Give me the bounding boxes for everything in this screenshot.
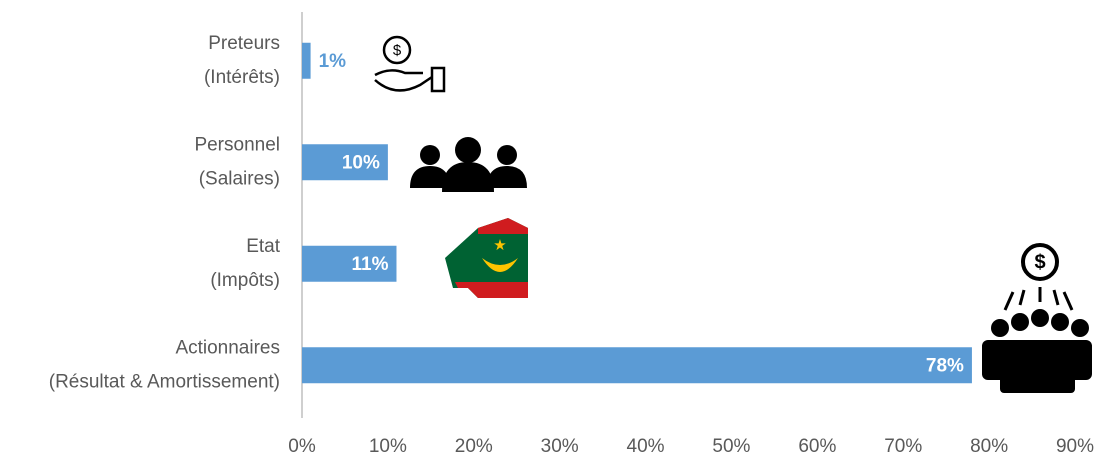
- x-tick-label: 50%: [712, 436, 750, 457]
- bar: [302, 245, 397, 282]
- x-tick-label: 60%: [798, 436, 836, 457]
- icon-flag-map: ★: [445, 218, 528, 298]
- category-label: Etat: [246, 236, 281, 257]
- bar: [302, 347, 972, 384]
- svg-text:$: $: [1034, 251, 1045, 273]
- category-label: (Salaires): [199, 168, 280, 189]
- value-label: 10%: [342, 152, 380, 173]
- category-label: Actionnaires: [175, 337, 280, 358]
- value-label: 11%: [351, 254, 388, 275]
- category-label: (Intérêts): [204, 67, 280, 88]
- x-tick-label: 20%: [455, 436, 493, 457]
- x-tick-label: 40%: [627, 436, 665, 457]
- svg-text:★: ★: [493, 237, 506, 254]
- x-tick-label: 80%: [970, 436, 1008, 457]
- bar: [302, 42, 311, 79]
- value-label: 1%: [319, 51, 347, 72]
- x-tick-label: 90%: [1056, 436, 1094, 457]
- bar: [302, 144, 388, 181]
- category-label: Personnel: [194, 134, 280, 155]
- x-tick-label: 30%: [541, 436, 579, 457]
- icon-hand-coin: $: [374, 35, 446, 93]
- category-label: (Résultat & Amortissement): [49, 371, 280, 392]
- svg-text:$: $: [393, 42, 402, 59]
- x-tick-label: 0%: [288, 436, 316, 457]
- category-label: (Impôts): [210, 270, 280, 291]
- value-label: 78%: [926, 355, 964, 376]
- icon-staff: [410, 137, 527, 192]
- category-label: Preteurs: [208, 33, 280, 54]
- x-tick-label: 70%: [884, 436, 922, 457]
- x-tick-label: 10%: [369, 436, 407, 457]
- icon-shareholders: $: [982, 243, 1092, 393]
